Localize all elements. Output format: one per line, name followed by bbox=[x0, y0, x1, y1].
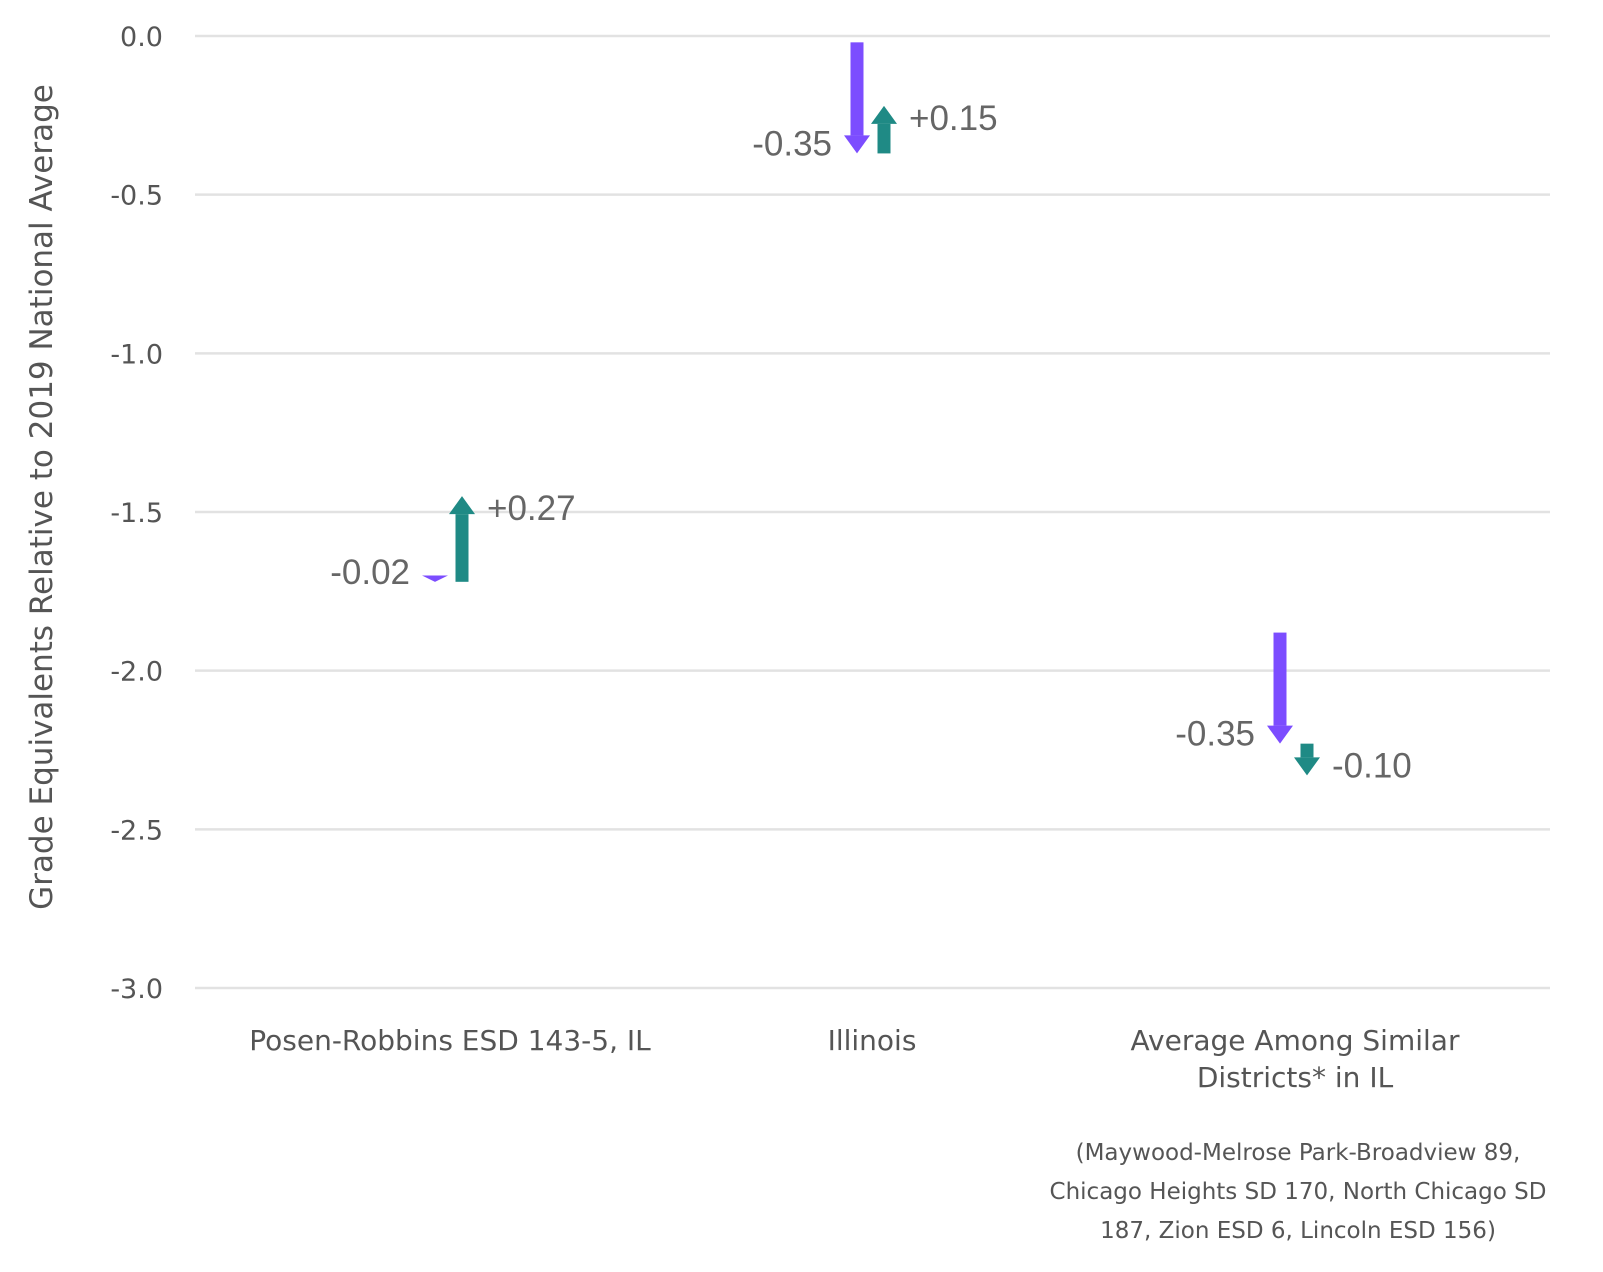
change-arrow-first bbox=[422, 575, 448, 582]
category-label: Posen-Robbins ESD 143-5, IL bbox=[249, 1024, 651, 1057]
y-tick-label: -3.0 bbox=[110, 974, 163, 1005]
gridlines bbox=[195, 34, 1550, 990]
y-tick-label: -1.0 bbox=[110, 339, 163, 370]
footnote-line: Chicago Heights SD 170, North Chicago SD bbox=[1050, 1179, 1547, 1205]
data-label: +0.27 bbox=[487, 489, 576, 528]
y-tick-label: -1.5 bbox=[110, 498, 163, 529]
y-tick-label: -2.5 bbox=[110, 815, 163, 846]
change-arrow-first bbox=[1267, 632, 1293, 744]
category-label: Illinois bbox=[828, 1024, 917, 1057]
y-axis-ticks: 0.0 -0.5 -1.0 -1.5 -2.0 -2.5 -3.0 bbox=[110, 22, 163, 1005]
footnote: (Maywood-Melrose Park-Broadview 89, Chica… bbox=[1050, 1140, 1547, 1244]
chart-marks: -0.02 +0.27 -0.35 +0.15 -0.35 -0.10 bbox=[330, 42, 1412, 785]
category-label: Average Among Similar bbox=[1131, 1024, 1460, 1057]
y-tick-label: 0.0 bbox=[120, 22, 163, 53]
data-label: -0.02 bbox=[330, 553, 410, 592]
data-label: -0.35 bbox=[752, 124, 832, 163]
change-arrow-second bbox=[871, 105, 897, 154]
y-tick-label: -0.5 bbox=[110, 181, 163, 212]
footnote-line: 187, Zion ESD 6, Lincoln ESD 156) bbox=[1100, 1218, 1496, 1244]
change-arrow-second bbox=[1294, 743, 1320, 776]
y-tick-label: -2.0 bbox=[110, 657, 163, 688]
category-label: Districts* in IL bbox=[1197, 1061, 1394, 1094]
data-label: +0.15 bbox=[909, 99, 998, 138]
y-axis-label: Grade Equivalents Relative to 2019 Natio… bbox=[24, 84, 60, 910]
category-labels: Posen-Robbins ESD 143-5, IL Illinois Avera… bbox=[249, 1024, 1460, 1094]
data-label: -0.35 bbox=[1175, 715, 1255, 754]
change-arrow-second bbox=[449, 496, 475, 582]
data-label: -0.10 bbox=[1332, 746, 1412, 785]
change-arrow-first bbox=[844, 42, 870, 154]
footnote-line: (Maywood-Melrose Park-Broadview 89, bbox=[1076, 1140, 1521, 1166]
